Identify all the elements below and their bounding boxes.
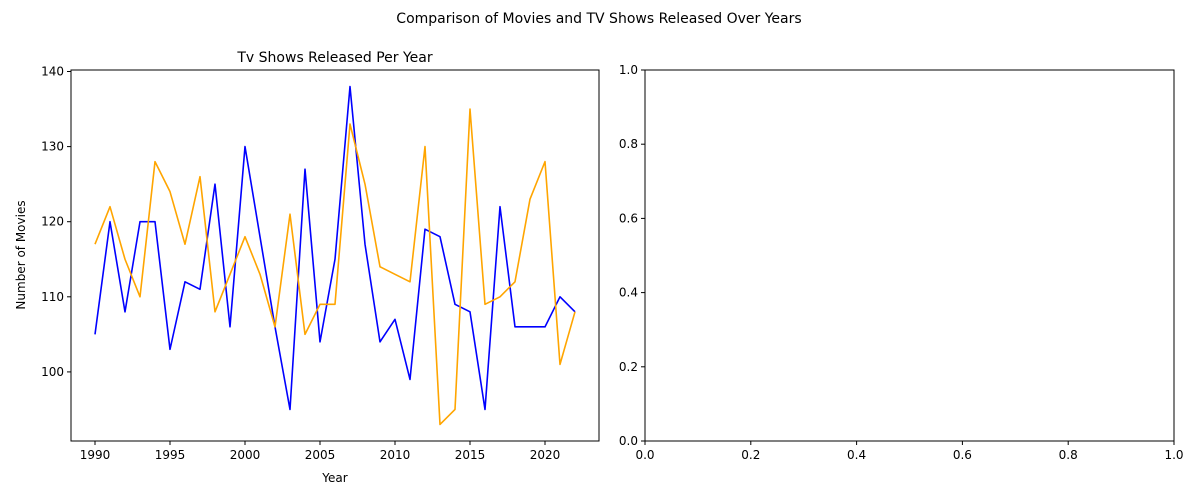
y-tick-label: 0.8 [619,137,638,151]
y-tick-label: 130 [41,140,64,154]
y-tick-label: 100 [41,365,64,379]
right-axes: 0.0 0.2 0.4 0.6 0.8 1.0 0.0 0.2 0.4 0.6 0.8 1.0 [619,63,1184,462]
x-tick-label: 2005 [305,448,336,462]
x-tick-label: 0.8 [1059,448,1078,462]
x-tick-label: 0.2 [741,448,760,462]
x-tick-label: 2000 [230,448,261,462]
y-tick-label: 0.6 [619,211,638,225]
y-tick-label: 0.2 [619,360,638,374]
series-line-1 [94,85,576,411]
x-tick-label: 0.6 [953,448,972,462]
y-tick-label: 1.0 [619,63,638,77]
x-tick-label: 2015 [455,448,486,462]
left-axes-series [94,85,576,426]
y-tick-label: 120 [41,215,64,229]
left-axes-title: Tv Shows Released Per Year [236,50,432,66]
x-tick-label: 0.4 [847,448,866,462]
y-tick-label: 0.4 [619,286,638,300]
left-axes-frame [70,69,600,442]
left-axes-xlabel: Year [321,471,347,485]
left-axes: Tv Shows Released Per Year 1990 1995 2000 2… [14,50,600,485]
y-tick-label: 0.0 [619,434,638,448]
x-tick-label: 0.0 [635,448,654,462]
left-axes-ticks: 1990 1995 2000 2005 2010 2015 2020 100 110 120 130… [41,65,560,462]
series-line-2 [94,108,576,426]
right-axes-frame [644,69,1175,442]
x-tick-label: 1990 [80,448,111,462]
right-axes-ticks: 0.0 0.2 0.4 0.6 0.8 1.0 0.0 0.2 0.4 0.6 0.8 1.0 [619,63,1184,462]
y-tick-label: 110 [41,290,64,304]
y-tick-label: 140 [41,65,64,79]
figure-suptitle: Comparison of Movies and TV Shows Releas… [396,11,801,27]
left-axes-ylabel: Number of Movies [14,200,28,309]
x-tick-label: 2010 [380,448,411,462]
x-tick-label: 1.0 [1164,448,1183,462]
x-tick-label: 2020 [530,448,561,462]
x-tick-label: 1995 [155,448,186,462]
